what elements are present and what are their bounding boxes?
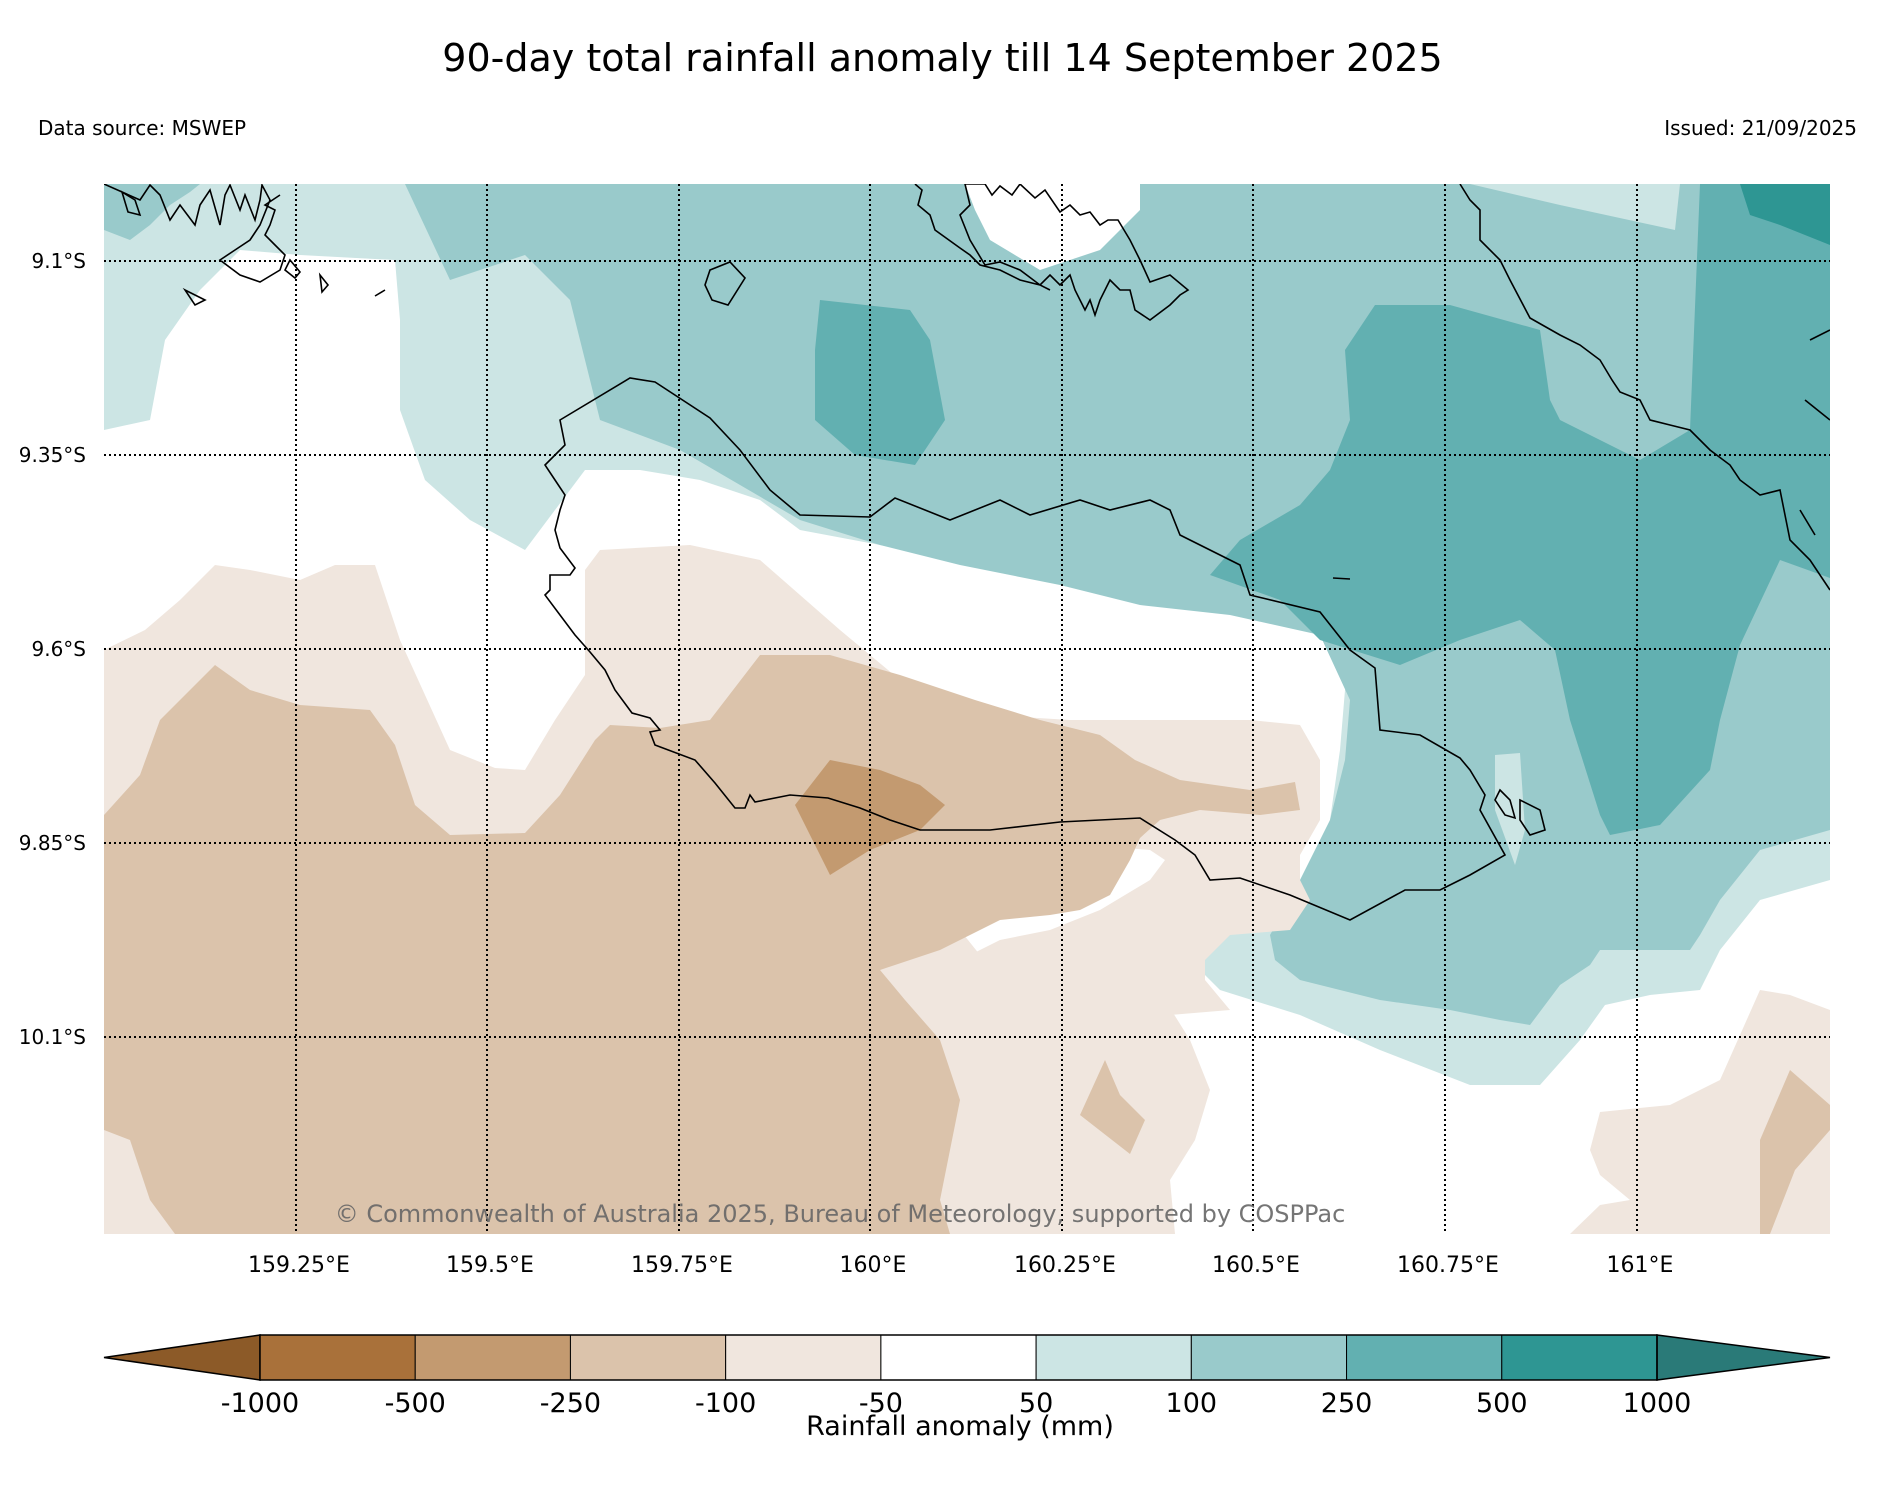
colorbar-label: Rainfall anomaly (mm): [806, 1411, 1114, 1442]
small-island: [374, 289, 386, 297]
lon-label: 159.5°E: [446, 1253, 534, 1278]
colorbar-tick-label: 100: [1166, 1388, 1218, 1419]
colorbar-tick-label: 500: [1476, 1388, 1528, 1419]
colorbar-swatch: [414, 1334, 571, 1381]
florida-islands-coastline: [914, 184, 1190, 321]
colorbar-swatch: [569, 1334, 727, 1381]
colorbar-extend-low: [103, 1334, 261, 1381]
malaita-coastline: [1459, 184, 1830, 591]
lon-label: 160.5°E: [1212, 1253, 1300, 1278]
colorbar-tick-label: 1000: [1623, 1388, 1692, 1419]
copyright-notice: © Commonwealth of Australia 2025, Bureau…: [335, 1200, 1346, 1228]
colorbar-tick-label: -100: [695, 1388, 756, 1419]
colorbar-tick-label: 250: [1321, 1388, 1373, 1419]
lon-label: 160°E: [840, 1253, 907, 1278]
coastline: [104, 184, 1830, 921]
lat-label: 10.1°S: [19, 1025, 86, 1049]
lat-label: 9.35°S: [19, 443, 86, 467]
small-island: [1494, 788, 1517, 820]
wet-band-250-500: [815, 184, 1830, 835]
issued-date-label: Issued: 21/09/2025: [1664, 116, 1857, 140]
colorbar-swatch: [1346, 1334, 1503, 1381]
small-island: [318, 272, 330, 294]
lon-label: 160.25°E: [1014, 1253, 1116, 1278]
small-island: [1804, 399, 1830, 421]
lat-label: 9.6°S: [31, 637, 86, 661]
wet-hole-north: [965, 184, 1140, 270]
lat-label: 9.1°S: [31, 249, 86, 273]
data-source-label: Data source: MSWEP: [38, 116, 247, 140]
graticule: [104, 184, 1830, 1234]
lon-label: 159.75°E: [631, 1253, 733, 1278]
colorbar-swatch: [1501, 1334, 1658, 1381]
guadalcanal-coastline: [543, 377, 1507, 921]
small-island: [704, 261, 747, 306]
lon-label: 161°E: [1607, 1253, 1674, 1278]
dry-band-100-250: [104, 655, 1830, 1234]
colorbar-tick-label: 50: [1019, 1388, 1053, 1419]
wet-hole-coast: [1495, 753, 1525, 865]
colorbar-swatch: [1035, 1334, 1192, 1381]
colorbar-swatch: [880, 1334, 1037, 1381]
colorbar-extend-high: [1656, 1334, 1831, 1381]
colorbar-tick-label: -50: [859, 1388, 903, 1419]
colorbar-tick-label: -250: [540, 1388, 601, 1419]
colorbar-outline: [259, 1334, 1658, 1381]
small-island: [1332, 577, 1351, 580]
small-island: [1519, 798, 1546, 836]
colorbar-swatch: [1190, 1334, 1348, 1381]
colorbar-tick-label: -500: [385, 1388, 446, 1419]
colorbar-swatches: [103, 1334, 1831, 1381]
map-area: [104, 184, 1830, 1234]
small-island: [1799, 509, 1816, 536]
lon-label: 160.75°E: [1397, 1253, 1499, 1278]
small-island: [120, 190, 142, 217]
lon-label: 159.25°E: [248, 1253, 350, 1278]
small-island: [1809, 329, 1830, 341]
lat-label: 9.85°S: [19, 831, 86, 855]
nggela-coastline: [104, 184, 286, 283]
wet-band-500-1000: [1740, 184, 1830, 245]
colorbar-swatch: [725, 1334, 882, 1381]
dry-band-250-500: [795, 760, 945, 875]
colorbar-tick-label: -1000: [221, 1388, 299, 1419]
chart-title: 90-day total rainfall anomaly till 14 Se…: [442, 36, 1443, 80]
small-island: [182, 287, 207, 307]
colorbar-ticks: -1000 -500 -250 -100 -50 50 100 250 500 1000: [221, 1388, 1692, 1419]
small-island: [283, 258, 302, 280]
colorbar-swatch: [259, 1334, 416, 1381]
